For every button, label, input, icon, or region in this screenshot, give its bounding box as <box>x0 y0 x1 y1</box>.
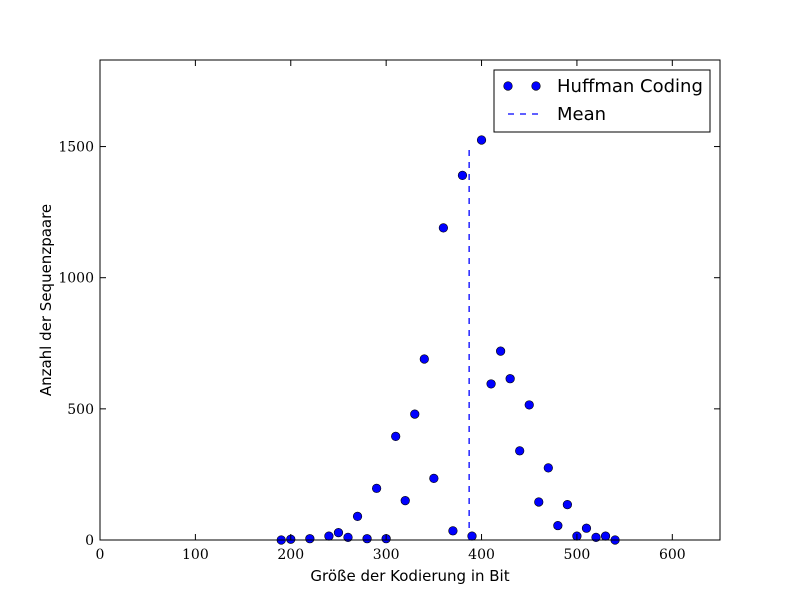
plot-marks <box>276 135 620 545</box>
y-axis: 0 500 1000 1500 <box>58 140 720 549</box>
data-point <box>391 431 401 441</box>
data-point <box>410 409 420 419</box>
data-point <box>400 496 410 506</box>
data-point <box>581 523 592 533</box>
data-point <box>333 528 344 538</box>
data-point <box>448 526 458 536</box>
legend-marker-swatch <box>503 81 513 91</box>
data-point <box>505 374 515 384</box>
x-tick-label: 600 <box>659 547 686 563</box>
y-axis-label: Anzahl der Sequenzpaare <box>37 204 55 396</box>
data-point <box>534 497 544 507</box>
x-tick-label: 500 <box>564 547 591 563</box>
data-point <box>562 499 572 510</box>
x-axis: 0 100 200 300 400 500 600 <box>96 60 686 563</box>
data-point <box>457 170 468 181</box>
x-tick-label: 200 <box>277 547 304 563</box>
x-tick-label: 0 <box>96 547 105 563</box>
data-point <box>496 346 506 356</box>
x-tick-label: 100 <box>182 547 209 563</box>
legend-label: Mean <box>557 104 606 125</box>
data-point <box>429 473 439 483</box>
x-axis-label: Größe der Kodierung in Bit <box>310 567 509 585</box>
data-point <box>324 531 334 541</box>
data-point <box>600 531 611 541</box>
x-tick-label: 400 <box>468 547 495 563</box>
x-tick-label: 300 <box>373 547 400 563</box>
data-point <box>305 534 315 544</box>
data-point <box>515 446 525 456</box>
data-point <box>486 379 496 389</box>
plot-frame <box>99 59 721 541</box>
legend-box <box>493 69 711 133</box>
data-point <box>476 135 487 145</box>
data-point <box>372 483 382 493</box>
data-point <box>362 534 372 544</box>
data-point <box>543 463 553 473</box>
legend-label: Huffman Coding <box>557 76 703 97</box>
legend-marker-swatch <box>531 81 541 91</box>
y-tick-label: 0 <box>85 533 94 549</box>
y-tick-label: 1500 <box>58 140 94 156</box>
y-tick-label: 500 <box>67 402 94 418</box>
data-point <box>438 223 448 233</box>
data-point <box>419 354 429 364</box>
data-point <box>524 400 534 410</box>
data-point <box>352 511 363 521</box>
y-tick-label: 1000 <box>58 271 94 287</box>
data-point <box>553 520 563 531</box>
legend: Huffman Coding Mean <box>493 69 711 133</box>
